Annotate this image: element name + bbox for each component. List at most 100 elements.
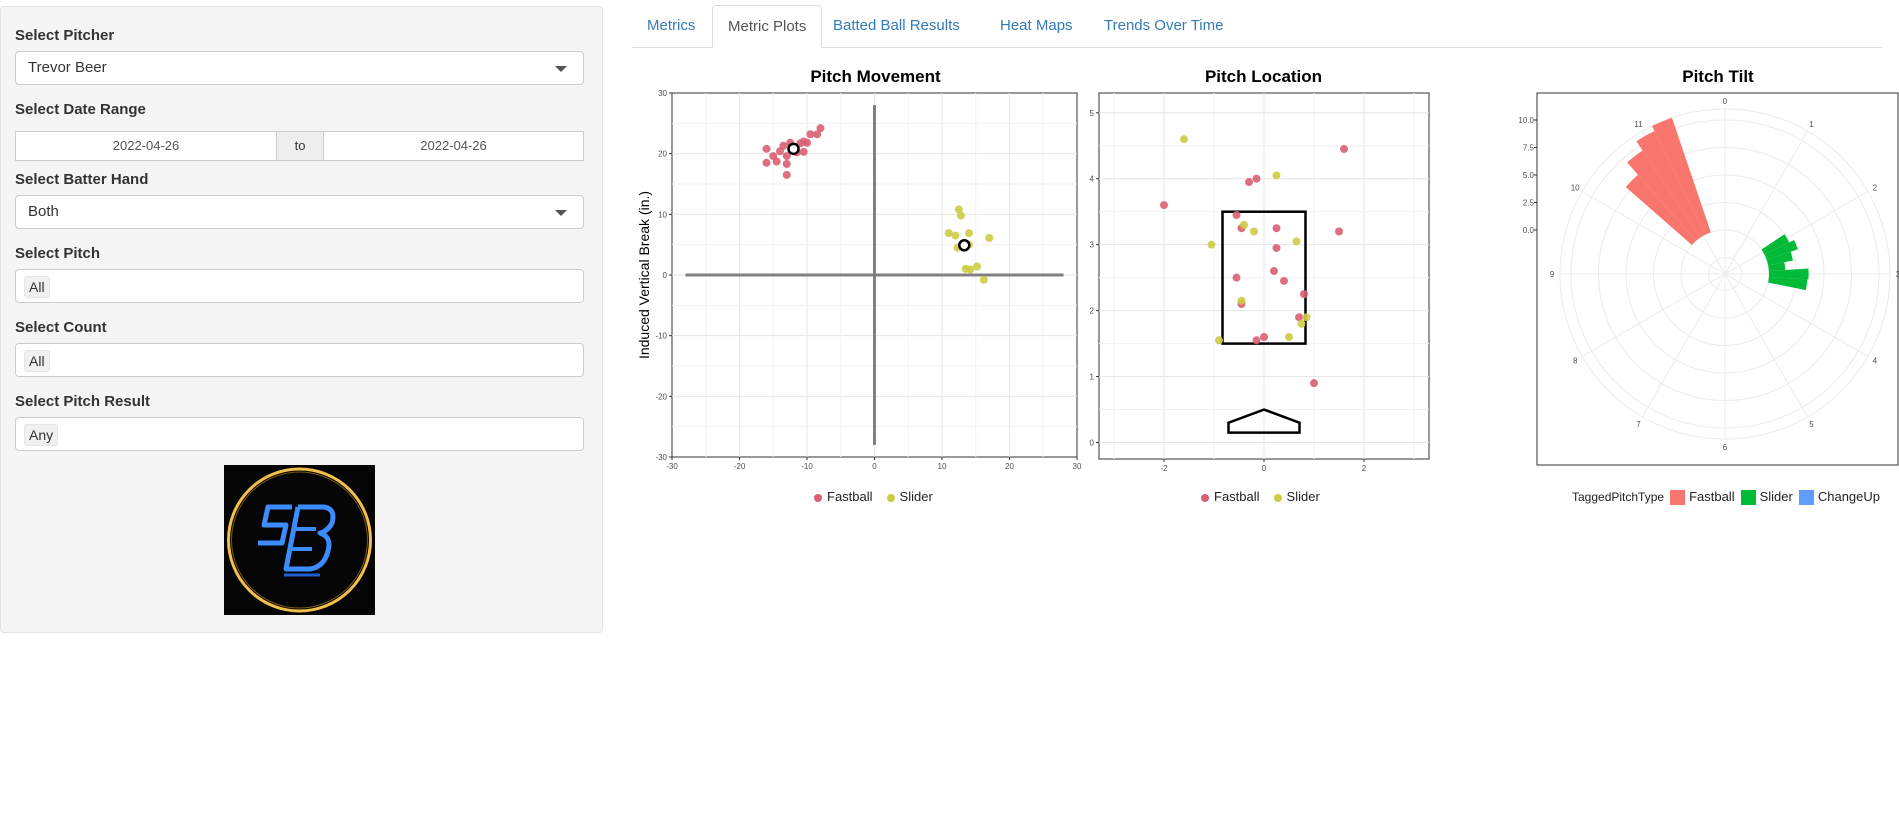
location-title: Pitch Location xyxy=(1204,67,1323,86)
pitch-point xyxy=(1207,240,1216,249)
pitch-point xyxy=(762,158,771,167)
tilt-bar xyxy=(1768,276,1808,291)
y-tick-label: 10 xyxy=(658,210,667,219)
pitch-point xyxy=(1252,174,1261,183)
pitch-point xyxy=(1280,276,1288,285)
pitch-select[interactable]: All xyxy=(15,269,584,303)
location-legend: Fastball Slider xyxy=(1187,489,1320,504)
radial-tick-label: 10.0 xyxy=(1518,116,1534,125)
hour-label: 3 xyxy=(1896,270,1899,279)
pitch-result-chip[interactable]: Any xyxy=(24,424,59,446)
y-tick-label: 2 xyxy=(1090,307,1095,316)
pitch-point xyxy=(1270,267,1278,276)
x-axis-label: Horizontal Break (in.) xyxy=(809,472,941,474)
pitcher-select[interactable]: Trevor Beer xyxy=(15,51,584,85)
tab-trends-over-time[interactable]: Trends Over Time xyxy=(1104,17,1224,34)
pitch-point xyxy=(1232,273,1241,282)
pitch-point xyxy=(762,144,771,153)
pitch-point xyxy=(1232,211,1241,219)
pitcher-value: Trevor Beer xyxy=(28,59,107,76)
tab-heat-maps[interactable]: Heat Maps xyxy=(1000,17,1073,34)
pitch-point xyxy=(1297,319,1306,328)
legend-swatch-changeup xyxy=(1798,490,1814,506)
pitch-point xyxy=(1252,336,1261,345)
tab-metric-plots[interactable]: Metric Plots xyxy=(712,5,823,48)
pitch-point xyxy=(1237,296,1246,305)
date-end-input[interactable]: 2022-04-26 xyxy=(323,131,584,161)
count-chip[interactable]: All xyxy=(24,350,50,372)
pitch-point xyxy=(806,130,815,139)
hour-label: 0 xyxy=(1723,97,1728,106)
hour-label: 7 xyxy=(1636,420,1641,429)
pitch-movement-chart: -30 -20 -10 0 10 20 30 -30 -20 -10 0 10 20 30 Horizont… xyxy=(636,89,1082,474)
hour-label: 1 xyxy=(1809,120,1814,129)
date-range: 2022-04-26 to 2022-04-26 xyxy=(15,131,584,161)
spoke-gridline xyxy=(1642,273,1726,418)
sidebar-panel: Select Pitcher Trevor Beer Select Date R… xyxy=(0,6,603,633)
tilt-bar xyxy=(1636,130,1706,238)
radial-tick-label: 0.0 xyxy=(1523,226,1535,235)
hour-label: 4 xyxy=(1873,357,1878,366)
tilt-bar xyxy=(1768,268,1809,280)
date-start-input[interactable]: 2022-04-26 xyxy=(15,131,277,161)
legend-dot-fastball xyxy=(1201,493,1209,502)
count-select[interactable]: All xyxy=(15,343,584,377)
y-tick-label: 0 xyxy=(663,271,668,280)
legend-slider: Slider xyxy=(899,489,933,504)
legend-fastball: Fastball xyxy=(827,489,873,504)
y-tick-label: -20 xyxy=(655,392,667,401)
legend-swatch-slider xyxy=(1740,490,1756,506)
tilt-bar xyxy=(1764,239,1798,260)
batter-hand-select[interactable]: Both xyxy=(15,195,584,229)
y-tick-label: -30 xyxy=(655,453,667,462)
y-tick-label: 1 xyxy=(1090,373,1095,382)
pitch-location-chart: -2 0 2 0 1 2 3 4 5 xyxy=(1090,92,1430,473)
tilt-bar xyxy=(1768,262,1786,272)
pitch-point xyxy=(1335,227,1343,236)
average-marker xyxy=(958,239,971,252)
batter-hand-value: Both xyxy=(28,203,59,220)
legend-dot-slider xyxy=(886,493,895,502)
y-tick-label: 0 xyxy=(1090,439,1095,448)
y-tick-label: 3 xyxy=(1090,241,1095,250)
radial-tick-label: 7.5 xyxy=(1523,144,1535,153)
pitch-point xyxy=(813,130,822,139)
legend-fastball: Fastball xyxy=(1689,489,1735,504)
pitch-chip[interactable]: All xyxy=(24,276,50,298)
tab-batted-ball-results[interactable]: Batted Ball Results xyxy=(833,17,960,34)
pitch-point xyxy=(1285,333,1293,341)
pitch-point xyxy=(1340,145,1348,154)
legend-changeup: ChangeUp xyxy=(1817,489,1880,504)
pitch-point xyxy=(979,275,988,284)
tilt-bar xyxy=(1625,174,1696,245)
hour-label: 10 xyxy=(1571,184,1580,193)
pitch-tilt-chart: 0 1 2 3 4 5 6 7 8 9 10 11 0.0 2.5 5.0 7.5 10.0 xyxy=(1518,92,1899,466)
pitch-point xyxy=(1300,290,1308,299)
spoke-gridline xyxy=(1724,191,1869,275)
pitch-point xyxy=(1292,237,1301,246)
pitch-point xyxy=(782,159,791,168)
legend-fastball: Fastball xyxy=(1214,489,1260,504)
pitch-point xyxy=(1245,178,1253,187)
pitch-result-select[interactable]: Any xyxy=(15,417,584,451)
spoke-gridline xyxy=(1724,130,1808,275)
x-tick-label: 0 xyxy=(1262,464,1267,473)
x-tick-label: 10 xyxy=(938,462,947,471)
legend-slider: Slider xyxy=(1759,489,1793,504)
pitch-point xyxy=(1240,220,1248,229)
y-tick-label: 5 xyxy=(1090,109,1095,118)
x-tick-label: 20 xyxy=(1005,462,1014,471)
spoke-gridline xyxy=(1724,273,1808,418)
legend-dot-fastball xyxy=(814,493,822,502)
pitch-point xyxy=(803,138,811,147)
pitch-point xyxy=(944,229,953,238)
movement-title: Pitch Movement xyxy=(810,67,941,86)
tilt-bar xyxy=(1652,117,1711,235)
plot-panel xyxy=(1536,92,1899,466)
spoke-gridline xyxy=(1581,191,1726,275)
hour-label: 6 xyxy=(1723,443,1728,452)
x-tick-label: -20 xyxy=(734,462,746,471)
home-plate xyxy=(1227,408,1301,434)
batter-hand-label: Select Batter Hand xyxy=(15,171,149,188)
tab-metrics[interactable]: Metrics xyxy=(647,17,696,34)
